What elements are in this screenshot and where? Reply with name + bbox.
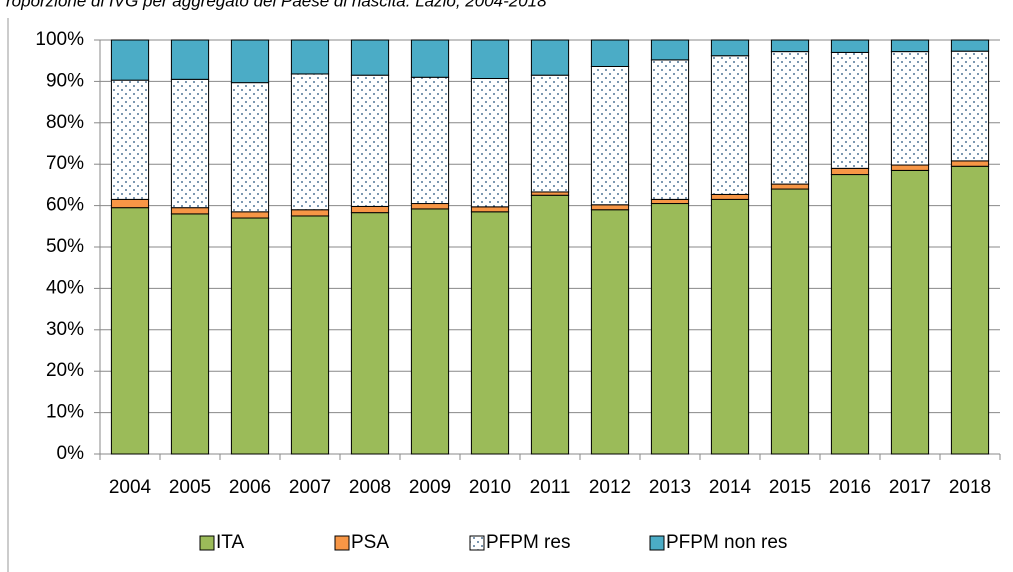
bar-segment — [830, 174, 870, 455]
bar-segment — [650, 198, 690, 205]
bar-segment — [410, 208, 450, 455]
bar-segment — [110, 207, 150, 455]
bar-segment — [230, 39, 270, 84]
bar-segment — [950, 165, 990, 455]
bar-segment — [170, 39, 210, 80]
bar-segment — [530, 39, 570, 76]
bar-segment — [290, 209, 330, 217]
bar-segment — [170, 78, 210, 209]
legend-label: ITA — [216, 532, 244, 553]
bar-segment — [110, 79, 150, 200]
bar-segment — [230, 82, 270, 213]
bar-segment — [830, 167, 870, 176]
bar-segment — [290, 39, 330, 75]
bar-segment — [410, 203, 450, 210]
bar-segment — [530, 74, 570, 193]
y-tick-label: 60% — [46, 195, 84, 216]
x-tick-label: 2008 — [349, 477, 391, 498]
bar-segment — [170, 213, 210, 455]
bar-segment — [410, 39, 450, 78]
y-tick-label: 80% — [46, 112, 84, 133]
bar-segment — [770, 39, 810, 53]
bar-segment — [230, 217, 270, 455]
x-tick-label: 2007 — [289, 477, 331, 498]
bar-segment — [350, 39, 390, 76]
legend-label: PSA — [351, 532, 389, 553]
chart-title: roporzione di IVG per aggregato del Paes… — [6, 0, 547, 10]
x-tick-label: 2016 — [829, 477, 871, 498]
x-tick-label: 2017 — [889, 477, 931, 498]
bar-segment — [170, 207, 210, 215]
x-tick-label: 2011 — [530, 477, 571, 498]
y-tick-label: 20% — [46, 360, 84, 381]
bar-segment — [710, 55, 750, 195]
bar-segment — [590, 65, 630, 206]
x-tick-label: 2004 — [109, 477, 152, 498]
bar-segment — [650, 39, 690, 61]
y-tick-label: 40% — [46, 277, 84, 298]
x-tick-label: 2012 — [589, 477, 631, 498]
bar-segment — [110, 198, 150, 209]
x-tick-label: 2014 — [709, 477, 752, 498]
y-tick-label: 100% — [35, 29, 84, 50]
bar-segment — [950, 39, 990, 52]
y-tick-label: 30% — [46, 319, 84, 340]
x-tick-label: 2013 — [649, 477, 691, 498]
y-tick-label: 0% — [57, 443, 85, 464]
x-tick-label: 2018 — [949, 477, 991, 498]
bar-segment — [710, 193, 750, 200]
bar-segment — [710, 198, 750, 455]
bar-segment — [890, 164, 930, 171]
bar-segment — [650, 59, 690, 200]
bar-segment — [890, 51, 930, 166]
bar-segment — [470, 206, 510, 213]
legend-label: PFPM res — [486, 532, 570, 553]
bar-segment — [770, 51, 810, 185]
legend-swatch — [334, 535, 350, 551]
x-tick-label: 2006 — [229, 477, 271, 498]
bar-segment — [470, 39, 510, 80]
legend-swatch — [469, 535, 485, 551]
bar-segment — [230, 211, 270, 219]
bar-segment — [590, 39, 630, 67]
bar-segment — [290, 73, 330, 211]
x-tick-label: 2015 — [769, 477, 811, 498]
bar-segment — [770, 188, 810, 455]
x-tick-label: 2009 — [409, 477, 451, 498]
bar-segment — [590, 209, 630, 455]
bar-segment — [830, 39, 870, 53]
legend-swatch — [649, 535, 665, 551]
bar-segment — [350, 212, 390, 455]
y-tick-label: 50% — [46, 236, 84, 257]
bar-segment — [950, 160, 990, 167]
legend-label: PFPM non res — [666, 532, 787, 553]
bar-segment — [410, 76, 450, 205]
legend-swatch — [199, 535, 215, 551]
bar-segment — [470, 211, 510, 455]
bar-segment — [950, 50, 990, 162]
bar-segment — [350, 74, 390, 207]
bar-segment — [710, 39, 750, 57]
bar-segment — [650, 203, 690, 455]
bar-segment — [890, 169, 930, 455]
y-tick-label: 70% — [46, 153, 84, 174]
bar-segment — [290, 215, 330, 455]
bar-segment — [590, 204, 630, 211]
bar-segment — [350, 205, 390, 214]
bar-segment — [110, 39, 150, 81]
bar-segment — [830, 51, 870, 169]
bar-segment — [530, 194, 570, 455]
y-tick-label: 90% — [46, 70, 84, 91]
x-tick-label: 2010 — [469, 477, 511, 498]
bar-segment — [890, 39, 930, 53]
y-tick-label: 10% — [46, 402, 84, 423]
bar-segment — [770, 183, 810, 190]
bar-segment — [470, 78, 510, 208]
x-tick-label: 2005 — [169, 477, 211, 498]
